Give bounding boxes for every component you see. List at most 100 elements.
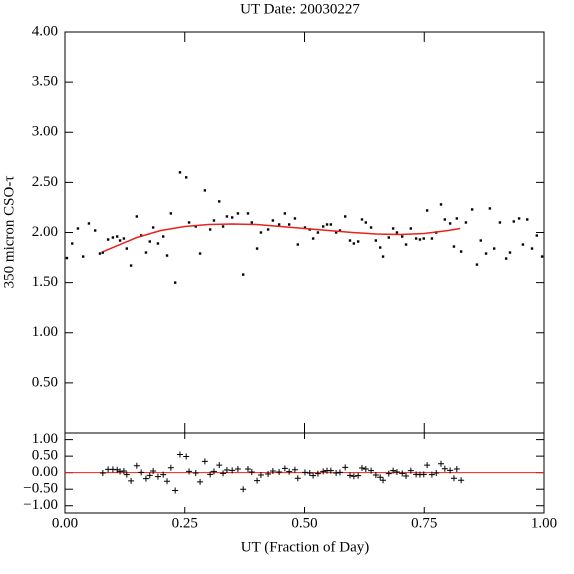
residual-point <box>438 460 445 467</box>
residual-point <box>120 468 127 475</box>
residual-point <box>210 468 217 475</box>
data-point <box>230 216 234 219</box>
residual-point <box>355 472 362 479</box>
residual-point <box>257 471 264 478</box>
data-point <box>76 227 80 230</box>
x-axis-label: UT (Fraction of Day) <box>241 539 369 555</box>
residual-point <box>99 470 106 476</box>
data-point <box>381 255 385 258</box>
data-point <box>439 203 443 206</box>
data-point <box>93 229 97 232</box>
data-point <box>470 208 474 211</box>
residual-point <box>458 477 465 484</box>
chart-title: UT Date: 20030227 <box>240 1 360 17</box>
x-tick-label: 0.00 <box>52 515 78 531</box>
residual-point <box>167 464 174 471</box>
data-point <box>498 221 502 224</box>
data-point <box>259 231 263 234</box>
residual-point <box>265 470 272 477</box>
data-point <box>118 239 122 242</box>
data-point <box>488 207 492 210</box>
y-tick-label: 3.00 <box>32 124 58 140</box>
data-point <box>218 200 221 203</box>
data-point <box>165 254 169 257</box>
residual-point <box>128 477 135 484</box>
data-point <box>352 242 356 245</box>
data-point <box>459 250 463 253</box>
data-point <box>225 215 229 218</box>
residual-point <box>281 465 288 472</box>
data-point <box>135 215 139 218</box>
data-point <box>418 238 422 241</box>
data-point <box>271 219 275 222</box>
residual-point <box>160 471 167 478</box>
data-point <box>187 221 191 224</box>
y-tick-label: −1.00 <box>23 497 58 513</box>
data-point <box>144 251 148 254</box>
residual-point <box>372 471 379 478</box>
data-point <box>464 221 468 224</box>
data-point <box>369 226 373 229</box>
residual-point <box>314 470 321 477</box>
residual-point <box>350 473 357 480</box>
data-point <box>504 257 508 260</box>
data-point <box>374 239 378 242</box>
residual-point <box>450 475 457 482</box>
residual-point <box>385 470 392 477</box>
data-point <box>517 217 521 220</box>
residual-point <box>393 469 400 476</box>
data-point <box>277 223 281 226</box>
residual-point <box>150 468 157 475</box>
y-axis-label: 350 micron CSO-τ <box>1 176 17 289</box>
y-tick-label: 1.50 <box>32 274 58 290</box>
data-point <box>129 264 133 267</box>
residual-point <box>327 467 334 474</box>
residual-point <box>176 451 183 458</box>
residual-point <box>276 469 283 476</box>
data-point <box>409 227 413 230</box>
residual-point <box>123 471 130 478</box>
residual-point <box>424 462 431 469</box>
residual-point <box>207 471 214 478</box>
y-tick-label: 2.00 <box>32 224 58 240</box>
residual-point <box>362 466 369 473</box>
residual-point <box>420 471 427 478</box>
residual-point <box>133 462 140 469</box>
data-point <box>98 252 102 255</box>
residual-point <box>154 473 161 480</box>
residual-point <box>380 477 387 484</box>
data-point <box>492 247 496 250</box>
data-point <box>401 235 404 238</box>
y-tick-label: 0.50 <box>32 374 58 390</box>
data-point <box>414 237 418 240</box>
data-point <box>241 273 245 276</box>
data-point <box>530 247 534 250</box>
residual-point <box>428 471 435 478</box>
data-point <box>87 222 91 225</box>
data-point <box>512 220 516 223</box>
data-point <box>526 218 529 221</box>
data-point <box>106 238 110 241</box>
residual-point <box>197 478 204 485</box>
data-point <box>316 231 320 234</box>
y-tick-label: 4.00 <box>32 23 58 39</box>
data-point <box>404 243 408 246</box>
data-point <box>391 227 395 230</box>
residual-point <box>286 468 293 475</box>
data-point <box>65 256 69 260</box>
data-point <box>169 212 173 215</box>
data-point <box>111 236 115 239</box>
data-point <box>208 228 212 231</box>
data-point <box>148 240 151 243</box>
data-point <box>236 212 240 215</box>
data-point <box>246 212 250 215</box>
residual-point <box>146 472 153 479</box>
residual-point <box>186 468 193 475</box>
fit-line <box>103 223 461 253</box>
data-point <box>425 209 429 212</box>
residual-point <box>254 477 261 484</box>
data-point <box>321 225 325 228</box>
y-tick-label: 2.50 <box>32 174 58 190</box>
data-point <box>455 217 459 220</box>
y-tick-label: 1.00 <box>32 324 58 340</box>
